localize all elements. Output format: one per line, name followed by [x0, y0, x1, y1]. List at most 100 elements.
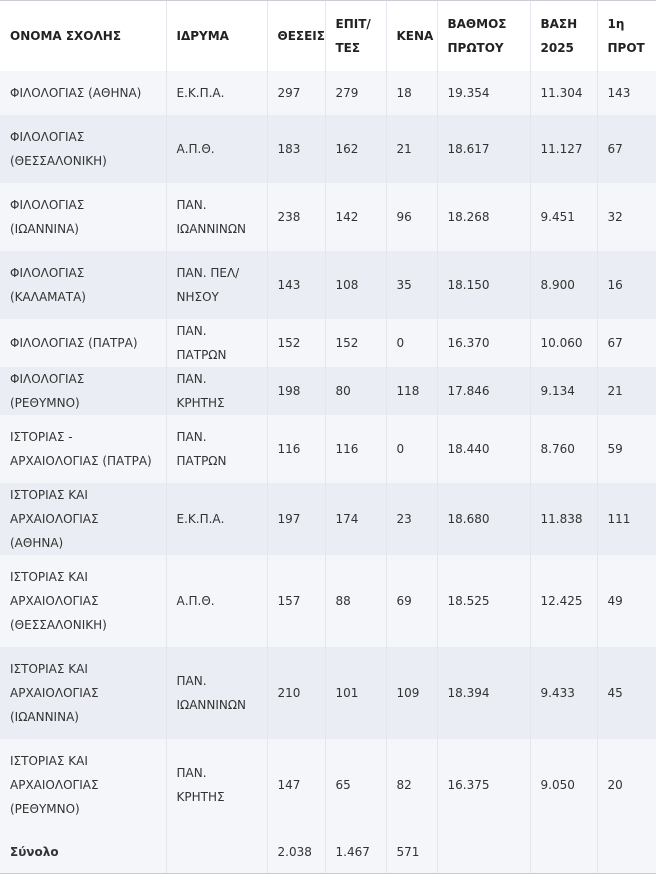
cell-base-2025: 12.425	[530, 555, 598, 647]
cell-first-preference: 111	[597, 483, 656, 555]
cell-school-name: ΙΣΤΟΡΙΑΣ ΚΑΙ ΑΡΧΑΙΟΛΟΓΙΑΣ (ΑΘΗΝΑ)	[0, 483, 167, 555]
cell-base-2025: 11.127	[530, 115, 598, 183]
cell-school-name: ΦΙΛΟΛΟΓΙΑΣ (ΡΕΘΥΜΝΟ)	[0, 367, 167, 415]
cell-school-name: ΙΣΤΟΡΙΑΣ - ΑΡΧΑΙΟΛΟΓΙΑΣ (ΠΑΤΡΑ)	[0, 415, 167, 483]
cell-top-score: 18.440	[437, 415, 531, 483]
header-admitted: ΕΠΙΤ/ ΤΕΣ	[325, 1, 387, 71]
table-row: ΙΣΤΟΡΙΑΣ ΚΑΙ ΑΡΧΑΙΟΛΟΓΙΑΣ (ΘΕΣΣΑΛΟΝΙΚΗ) Α…	[0, 555, 656, 647]
cell-top-score: 18.394	[437, 647, 531, 739]
cell-base-2025: 9.050	[530, 739, 598, 831]
cell-vacant: 0	[386, 415, 438, 483]
header-top-score: ΒΑΘΜΟΣ ΠΡΩΤΟΥ	[437, 1, 531, 71]
cell-institution: Ε.Κ.Π.Α.	[166, 71, 268, 115]
cell-first-preference: 59	[597, 415, 656, 483]
cell-first-preference: 21	[597, 367, 656, 415]
total-row: Σύνολο 2.038 1.467 571	[0, 831, 656, 873]
cell-vacant: 109	[386, 647, 438, 739]
cell-admitted: 279	[325, 71, 387, 115]
cell-seats: 152	[267, 319, 326, 367]
cell-school-name: ΦΙΛΟΛΟΓΙΑΣ (ΠΑΤΡΑ)	[0, 319, 167, 367]
cell-institution: Α.Π.Θ.	[166, 115, 268, 183]
cell-top-score: 18.525	[437, 555, 531, 647]
cell-vacant: 35	[386, 251, 438, 319]
cell-top-score: 18.150	[437, 251, 531, 319]
cell-top-score: 19.354	[437, 71, 531, 115]
cell-seats: 197	[267, 483, 326, 555]
cell-school-name: ΙΣΤΟΡΙΑΣ ΚΑΙ ΑΡΧΑΙΟΛΟΓΙΑΣ (ΘΕΣΣΑΛΟΝΙΚΗ)	[0, 555, 167, 647]
cell-first-preference: 20	[597, 739, 656, 831]
cell-vacant: 23	[386, 483, 438, 555]
total-seats: 2.038	[267, 831, 326, 873]
table-row: ΦΙΛΟΛΟΓΙΑΣ (ΘΕΣΣΑΛΟΝΙΚΗ) Α.Π.Θ. 183 162 21 18…	[0, 115, 656, 183]
header-institution: ΙΔΡΥΜΑ	[166, 1, 268, 71]
table-row: ΦΙΛΟΛΟΓΙΑΣ (ΑΘΗΝΑ) Ε.Κ.Π.Α. 297 279 18 19.354…	[0, 71, 656, 115]
cell-top-score: 18.680	[437, 483, 531, 555]
cell-admitted: 142	[325, 183, 387, 251]
table-row: ΙΣΤΟΡΙΑΣ ΚΑΙ ΑΡΧΑΙΟΛΟΓΙΑΣ (ΙΩΑΝΝΙΝΑ) ΠΑΝ.…	[0, 647, 656, 739]
cell-seats: 297	[267, 71, 326, 115]
cell-seats: 238	[267, 183, 326, 251]
cell-vacant: 0	[386, 319, 438, 367]
cell-seats: 210	[267, 647, 326, 739]
table-header-row: ΟΝΟΜΑ ΣΧΟΛΗΣ ΙΔΡΥΜΑ ΘΕΣΕΙΣ ΕΠΙΤ/ ΤΕΣ ΚΕΝ…	[0, 1, 656, 71]
cell-first-preference: 67	[597, 319, 656, 367]
total-base-2025	[530, 831, 598, 873]
cell-base-2025: 11.838	[530, 483, 598, 555]
cell-seats: 183	[267, 115, 326, 183]
table-row: ΙΣΤΟΡΙΑΣ ΚΑΙ ΑΡΧΑΙΟΛΟΓΙΑΣ (ΡΕΘΥΜΝΟ) ΠΑΝ. …	[0, 739, 656, 831]
cell-base-2025: 9.433	[530, 647, 598, 739]
cell-institution: ΠΑΝ. ΠΑΤΡΩΝ	[166, 415, 268, 483]
cell-admitted: 65	[325, 739, 387, 831]
cell-school-name: ΦΙΛΟΛΟΓΙΑΣ (ΙΩΑΝΝΙΝΑ)	[0, 183, 167, 251]
cell-seats: 157	[267, 555, 326, 647]
header-base-2025: ΒΑΣΗ 2025	[530, 1, 598, 71]
cell-school-name: ΦΙΛΟΛΟΓΙΑΣ (ΚΑΛΑΜΑΤΑ)	[0, 251, 167, 319]
cell-first-preference: 49	[597, 555, 656, 647]
total-admitted: 1.467	[325, 831, 387, 873]
cell-vacant: 82	[386, 739, 438, 831]
cell-institution: ΠΑΝ. ΚΡΗΤΗΣ	[166, 739, 268, 831]
table-row: ΦΙΛΟΛΟΓΙΑΣ (ΙΩΑΝΝΙΝΑ) ΠΑΝ. ΙΩΑΝΝΙΝΩΝ 238 14…	[0, 183, 656, 251]
table-row: ΦΙΛΟΛΟΓΙΑΣ (ΡΕΘΥΜΝΟ) ΠΑΝ. ΚΡΗΤΗΣ 198 80 118 1…	[0, 367, 656, 415]
cell-school-name: ΙΣΤΟΡΙΑΣ ΚΑΙ ΑΡΧΑΙΟΛΟΓΙΑΣ (ΡΕΘΥΜΝΟ)	[0, 739, 167, 831]
cell-institution: Ε.Κ.Π.Α.	[166, 483, 268, 555]
cell-base-2025: 8.760	[530, 415, 598, 483]
cell-first-preference: 32	[597, 183, 656, 251]
cell-vacant: 96	[386, 183, 438, 251]
cell-admitted: 88	[325, 555, 387, 647]
header-seats: ΘΕΣΕΙΣ	[267, 1, 326, 71]
cell-base-2025: 8.900	[530, 251, 598, 319]
cell-seats: 147	[267, 739, 326, 831]
cell-base-2025: 9.451	[530, 183, 598, 251]
cell-admitted: 80	[325, 367, 387, 415]
cell-school-name: ΦΙΛΟΛΟΓΙΑΣ (ΑΘΗΝΑ)	[0, 71, 167, 115]
cell-school-name: ΦΙΛΟΛΟΓΙΑΣ (ΘΕΣΣΑΛΟΝΙΚΗ)	[0, 115, 167, 183]
cell-vacant: 18	[386, 71, 438, 115]
cell-first-preference: 143	[597, 71, 656, 115]
cell-seats: 143	[267, 251, 326, 319]
total-label: Σύνολο	[0, 831, 167, 873]
cell-institution: ΠΑΝ. ΠΕΛ/ ΝΗΣΟΥ	[166, 251, 268, 319]
cell-top-score: 18.268	[437, 183, 531, 251]
header-first-preference: 1η ΠΡΟΤ	[597, 1, 656, 71]
total-institution	[166, 831, 268, 873]
table-row: ΦΙΛΟΛΟΓΙΑΣ (ΚΑΛΑΜΑΤΑ) ΠΑΝ. ΠΕΛ/ ΝΗΣΟΥ 143 1…	[0, 251, 656, 319]
cell-seats: 198	[267, 367, 326, 415]
cell-top-score: 16.375	[437, 739, 531, 831]
cell-first-preference: 67	[597, 115, 656, 183]
cell-top-score: 16.370	[437, 319, 531, 367]
cell-institution: ΠΑΝ. ΠΑΤΡΩΝ	[166, 319, 268, 367]
cell-admitted: 101	[325, 647, 387, 739]
table-row: ΦΙΛΟΛΟΓΙΑΣ (ΠΑΤΡΑ) ΠΑΝ. ΠΑΤΡΩΝ 152 152 0 16.3…	[0, 319, 656, 367]
cell-school-name: ΙΣΤΟΡΙΑΣ ΚΑΙ ΑΡΧΑΙΟΛΟΓΙΑΣ (ΙΩΑΝΝΙΝΑ)	[0, 647, 167, 739]
cell-institution: Α.Π.Θ.	[166, 555, 268, 647]
cell-institution: ΠΑΝ. ΙΩΑΝΝΙΝΩΝ	[166, 647, 268, 739]
cell-vacant: 69	[386, 555, 438, 647]
cell-vacant: 118	[386, 367, 438, 415]
cell-base-2025: 9.134	[530, 367, 598, 415]
table-row: ΙΣΤΟΡΙΑΣ - ΑΡΧΑΙΟΛΟΓΙΑΣ (ΠΑΤΡΑ) ΠΑΝ. ΠΑΤΡ…	[0, 415, 656, 483]
cell-institution: ΠΑΝ. ΙΩΑΝΝΙΝΩΝ	[166, 183, 268, 251]
cell-top-score: 18.617	[437, 115, 531, 183]
